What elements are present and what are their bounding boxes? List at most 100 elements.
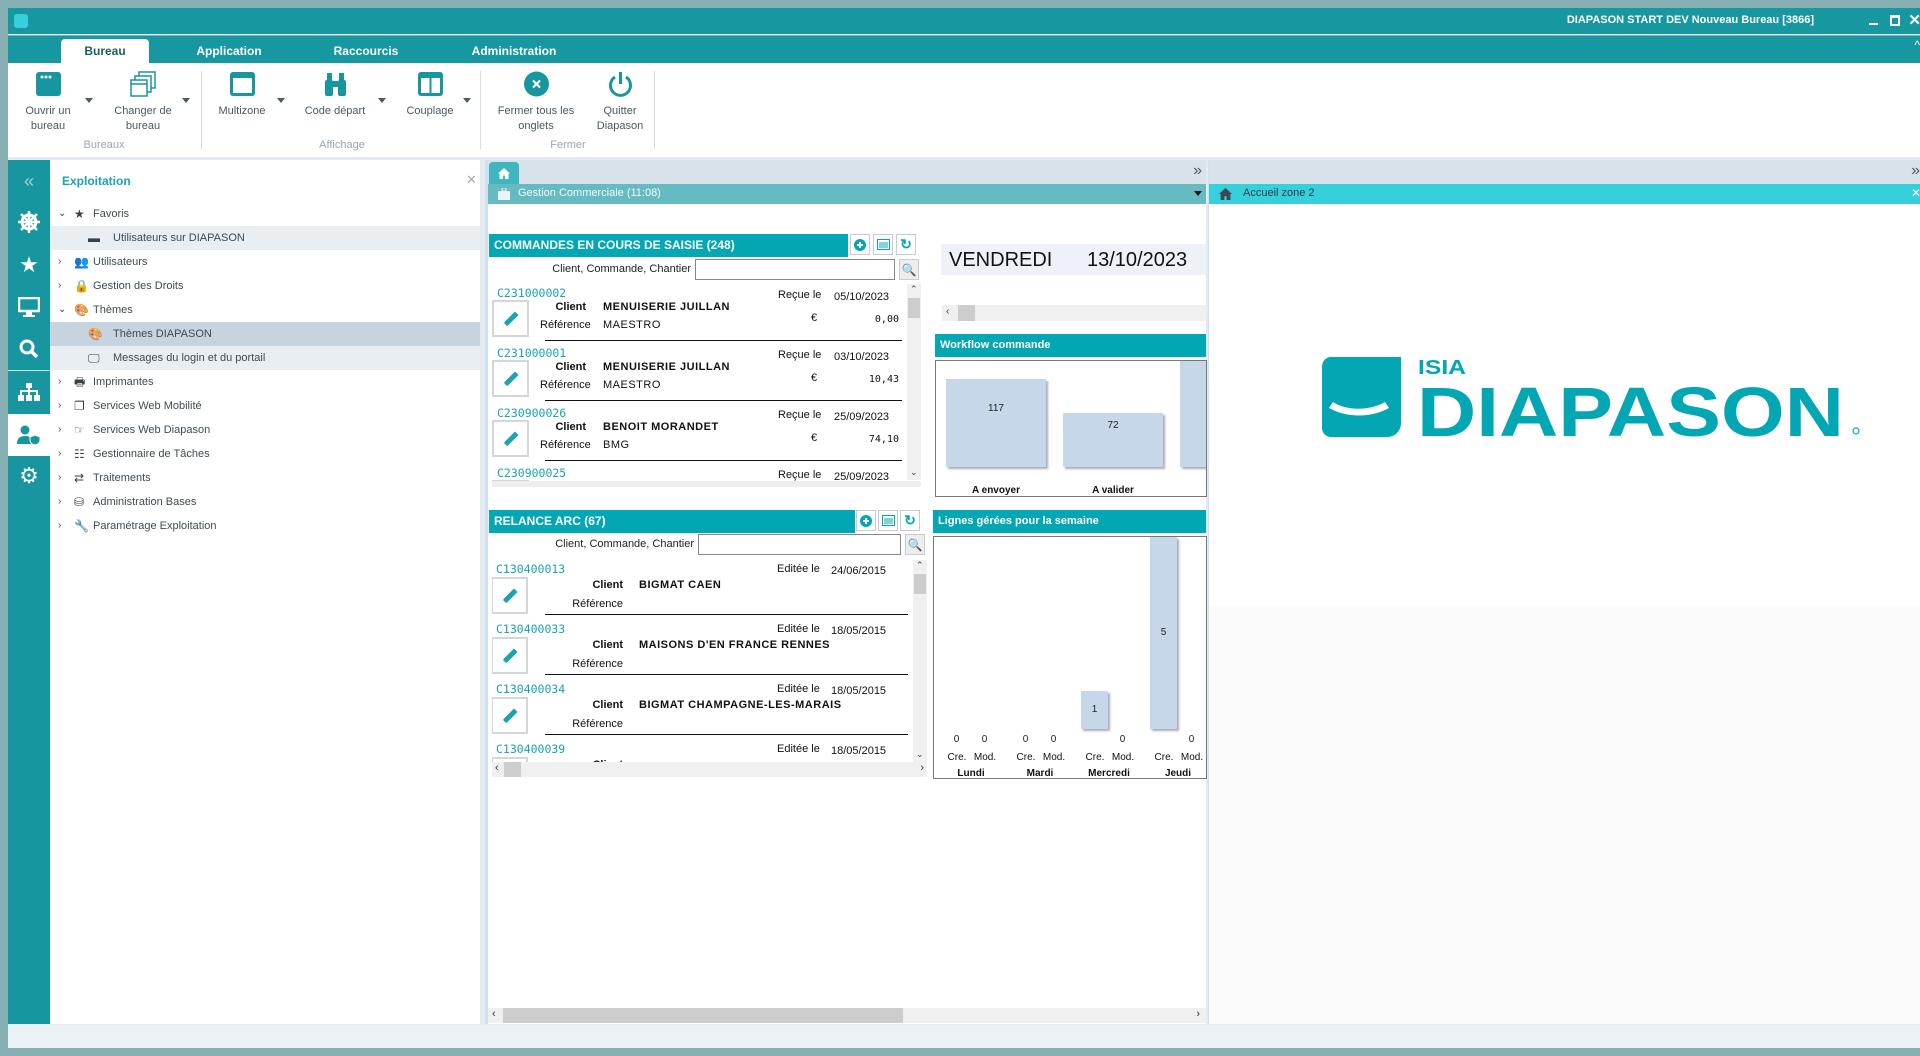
code-depart-button[interactable]: Code départ <box>297 71 373 119</box>
refresh-button[interactable]: ↻ <box>900 510 920 531</box>
scroll-left-icon[interactable]: ‹ <box>492 1008 496 1020</box>
tree-item[interactable]: ⌄ ★ Favoris <box>50 202 480 226</box>
search-icon[interactable] <box>8 329 50 369</box>
edit-button[interactable] <box>492 300 529 337</box>
tab-bureau[interactable]: Bureau <box>61 39 149 63</box>
scroll-right-icon[interactable]: › <box>920 762 924 774</box>
tab-application[interactable]: Application <box>196 44 262 58</box>
restore-icon[interactable] <box>1890 15 1900 26</box>
user-shield-icon[interactable] <box>8 414 50 456</box>
tab-header[interactable]: Gestion Commerciale (11:08) <box>488 184 1206 204</box>
tree-item[interactable]: › ☷ Gestionnaire de Tâches <box>50 442 480 466</box>
tab-header[interactable]: Accueil zone 2 ✕ <box>1209 184 1920 204</box>
relance-search-input[interactable] <box>698 534 901 555</box>
dropdown-arrow-icon[interactable] <box>85 98 93 103</box>
chevron-right-icon[interactable]: › <box>58 496 62 507</box>
tree-item[interactable]: › 👥 Utilisateurs <box>50 250 480 274</box>
tree-item[interactable]: 🎨 Thèmes DIAPASON <box>50 322 480 346</box>
tree-item[interactable]: › ⛁ Administration Bases <box>50 490 480 514</box>
chevron-right-icon[interactable]: › <box>58 520 62 531</box>
open-desktop-button[interactable]: Ouvrir un bureau <box>16 71 80 134</box>
refresh-button[interactable]: ↻ <box>896 234 916 255</box>
scroll-down-icon[interactable]: ⌄ <box>916 749 924 759</box>
zone-1-horizontal-scrollbar[interactable]: ‹ › <box>488 1008 1206 1023</box>
scroll-right-icon[interactable]: › <box>1196 1008 1200 1020</box>
order-id-link[interactable]: C130400013 <box>496 562 566 576</box>
scroll-thumb[interactable] <box>958 305 975 321</box>
ship-wheel-icon[interactable] <box>8 202 50 242</box>
add-button[interactable] <box>856 510 876 531</box>
scroll-down-icon[interactable]: ⌄ <box>910 467 918 477</box>
dropdown-arrow-icon[interactable] <box>277 98 285 103</box>
quit-button[interactable]: Quitter Diapason <box>590 71 650 134</box>
close-icon[interactable]: ✕ <box>1908 12 1920 29</box>
close-tab-icon[interactable]: ✕ <box>1910 186 1920 200</box>
tree-item[interactable]: › ⇄ Traitements <box>50 466 480 490</box>
chevron-down-icon[interactable]: ⌄ <box>58 208 67 219</box>
relance-search-button[interactable]: 🔍 <box>905 534 925 555</box>
order-id-link[interactable]: C130400039 <box>496 742 566 756</box>
relance-vertical-scrollbar[interactable]: ⌃ ⌄ <box>913 560 927 762</box>
order-id-link[interactable]: C230900025 <box>497 466 567 480</box>
close-all-tabs-button[interactable]: Fermer tous les onglets <box>492 71 580 134</box>
monitor-icon[interactable] <box>8 287 50 327</box>
tree-item[interactable]: › 🔧 Paramétrage Exploitation <box>50 514 480 538</box>
chevron-right-icon[interactable]: › <box>58 472 62 483</box>
star-icon[interactable]: ★ <box>19 252 39 277</box>
scroll-left-icon[interactable]: ‹ <box>495 762 499 774</box>
gear-icon[interactable]: ⚙ <box>19 463 39 488</box>
date-horizontal-scrollbar[interactable]: ‹ <box>942 305 1206 321</box>
edit-button[interactable] <box>492 360 529 397</box>
order-id-link[interactable]: C130400033 <box>496 622 566 636</box>
order-id-link[interactable]: C231000001 <box>497 346 567 360</box>
commandes-vertical-scrollbar[interactable]: ⌃ ⌄ <box>907 284 921 480</box>
edit-button[interactable] <box>492 480 529 481</box>
scroll-thumb[interactable] <box>914 574 926 594</box>
minimize-icon[interactable] <box>1869 23 1878 25</box>
chevron-right-icon[interactable]: › <box>58 376 62 387</box>
dropdown-arrow-icon[interactable] <box>378 98 386 103</box>
tab-raccourcis[interactable]: Raccourcis <box>333 44 399 58</box>
order-id-link[interactable]: C231000002 <box>497 286 567 300</box>
commandes-horizontal-scrollbar[interactable] <box>492 481 921 487</box>
scroll-thumb[interactable] <box>503 1008 903 1023</box>
change-desktop-button[interactable]: Changer de bureau <box>106 71 180 134</box>
collapse-panel-icon[interactable]: « <box>23 170 34 191</box>
tree-item[interactable]: › ☞ Services Web Diapason <box>50 418 480 442</box>
chevron-right-icon[interactable]: › <box>58 424 62 435</box>
chevron-right-icon[interactable]: › <box>58 448 62 459</box>
expand-zone-icon[interactable]: » <box>1911 162 1920 179</box>
list-view-button[interactable] <box>873 234 893 255</box>
multizone-button[interactable]: Multizone <box>211 71 273 119</box>
sitemap-icon[interactable] <box>8 372 50 412</box>
tree-item[interactable]: ▬ Utilisateurs sur DIAPASON <box>50 226 480 250</box>
dropdown-arrow-icon[interactable] <box>463 98 471 103</box>
tree-item[interactable]: › 🔒 Gestion des Droits <box>50 274 480 298</box>
commandes-search-input[interactable] <box>695 259 895 280</box>
collapse-ribbon-icon[interactable]: ^ <box>1914 38 1920 52</box>
dropdown-arrow-icon[interactable] <box>182 98 190 103</box>
scroll-thumb[interactable] <box>504 762 521 777</box>
scroll-up-icon[interactable]: ⌃ <box>916 560 924 570</box>
add-button[interactable] <box>850 234 870 255</box>
expand-zone-icon[interactable]: » <box>1193 162 1202 179</box>
couplage-button[interactable]: Couplage <box>400 71 460 119</box>
edit-button[interactable] <box>492 577 528 614</box>
tree-item[interactable]: › ❐ Services Web Mobilité <box>50 394 480 418</box>
chevron-right-icon[interactable]: › <box>58 400 62 411</box>
scroll-thumb[interactable] <box>908 298 920 318</box>
chevron-right-icon[interactable]: › <box>58 256 62 267</box>
tree-item[interactable]: ⌄ 🎨 Thèmes <box>50 298 480 322</box>
tab-menu-caret-icon[interactable] <box>1194 191 1202 196</box>
edit-button[interactable] <box>492 757 528 762</box>
order-id-link[interactable]: C230900026 <box>497 406 567 420</box>
scroll-up-icon[interactable]: ⌃ <box>910 284 918 294</box>
edit-button[interactable] <box>492 637 528 674</box>
edit-button[interactable] <box>492 420 529 457</box>
tab-administration[interactable]: Administration <box>471 44 557 58</box>
edit-button[interactable] <box>492 697 528 734</box>
order-id-link[interactable]: C130400034 <box>496 682 566 696</box>
tree-item[interactable]: › 🖶 Imprimantes <box>50 370 480 394</box>
relance-horizontal-scrollbar[interactable]: ‹ › <box>492 762 927 777</box>
chevron-right-icon[interactable]: › <box>58 280 62 291</box>
